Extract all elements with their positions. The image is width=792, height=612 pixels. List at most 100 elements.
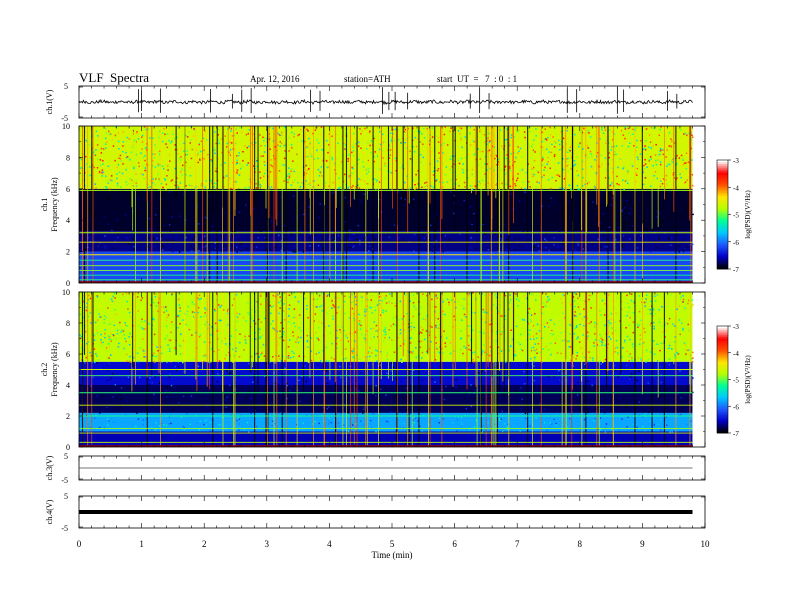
ch2-spectrogram-speckle — [536, 337, 538, 339]
ch2-spectrogram-speckle — [437, 327, 440, 329]
ch1-spectrogram-speckle — [637, 247, 639, 249]
ch1-spectrogram-speckle — [578, 188, 580, 191]
ch2-spectrogram-speckle — [79, 334, 81, 336]
ch1-spectrogram-speckle — [161, 140, 164, 143]
ch2-spectrogram-speckle — [604, 358, 607, 361]
ch1-spectrogram-speckle — [583, 154, 586, 156]
ch2-spectrogram-speckle — [629, 298, 632, 300]
ch1-spectrogram-speckle — [582, 176, 584, 179]
ch2-spectrogram-speckle — [368, 351, 370, 353]
ch1-spectrogram-speckle — [599, 138, 601, 140]
ch1-spectrogram-speckle — [325, 229, 328, 231]
ch1-spectrogram-speckle — [154, 166, 156, 169]
ch1-spectrogram-speckle — [260, 155, 262, 158]
ch2-spectrogram-speckle — [294, 325, 296, 328]
ch1-spectrogram-speckle — [246, 164, 248, 166]
ch1-spectrogram-speckle — [104, 215, 107, 218]
ch2-spectrogram-speckle — [690, 357, 693, 360]
ch1-spectrogram-speckle — [286, 175, 288, 177]
ch1-spectrogram-colorbar-cell — [717, 225, 728, 228]
ch2-spectrogram-speckle — [287, 321, 290, 323]
ch2-spectrogram-speckle — [165, 325, 168, 328]
ch2-spectrogram-speckle — [415, 371, 417, 373]
ch1-spectrogram-speckle — [278, 170, 281, 172]
ch2-spectrogram-speckle — [216, 338, 219, 340]
ch1-spectrogram-speckle — [385, 132, 388, 135]
ch1-spectrogram-speckle — [576, 156, 578, 158]
ch1-spectrogram-speckle — [538, 182, 540, 184]
ch1-spectrogram-speckle — [382, 157, 384, 159]
ch2-spectrogram-speckle — [208, 327, 210, 330]
ch1-spectrogram-speckle — [589, 150, 592, 153]
ch1-spectrogram-speckle — [544, 238, 546, 240]
ch2-spectrogram-speckle — [261, 352, 263, 354]
ch2-spectrogram-speckle — [185, 361, 187, 364]
ch1-spectrogram-speckle — [299, 177, 301, 179]
ch2-spectrogram-speckle — [567, 426, 569, 429]
ch1-spectrogram-speckle — [540, 248, 542, 250]
ch1-spectrogram-speckle — [482, 142, 485, 145]
ch1-spectrogram-speckle — [415, 161, 418, 163]
ch1-spectrogram-speckle — [147, 128, 149, 130]
ch2-spectrogram-speckle — [374, 309, 376, 312]
ch1-spectrogram-speckle — [529, 126, 531, 128]
ch1-spectrogram-speckle — [219, 228, 221, 231]
ch1-spectrogram-speckle — [626, 172, 629, 174]
ch1-spectrogram-speckle — [93, 166, 95, 169]
ch1-spectrogram-speckle — [236, 169, 239, 171]
ch1-spectrogram-speckle — [614, 127, 617, 130]
ch2-spectrogram-speckle — [395, 328, 397, 331]
ch2-spectrogram-speckle — [324, 331, 327, 334]
ch2-spectrogram-speckle — [506, 426, 508, 429]
ch2-spectrogram-speckle — [128, 311, 131, 314]
ch1-spectrogram-speckle — [93, 173, 95, 175]
ch2-spectrogram-speckle — [463, 307, 465, 310]
ch1-spectrogram-speckle — [473, 149, 476, 151]
ch1-spectrogram-speckle — [511, 156, 513, 158]
ch2-spectrogram-speckle — [661, 306, 663, 308]
ch1-spectrogram-speckle — [603, 234, 605, 237]
ch2-spectrogram-speckle — [366, 308, 368, 311]
ch1-spectrogram-speckle — [157, 173, 159, 176]
ch2-spectrogram-speckle — [84, 362, 86, 364]
ch2-spectrogram-speckle — [332, 325, 335, 328]
ch1-spectrogram-speckle — [184, 135, 187, 137]
ch1-spectrogram-speckle — [347, 158, 349, 160]
ch1-spectrogram-speckle — [419, 141, 421, 143]
ch2-spectrogram-speckle — [135, 319, 138, 322]
ch1-spectrogram-speckle — [81, 158, 83, 160]
ch1-spectrogram-speckle — [462, 171, 465, 174]
ch1-spectrogram-speckle — [465, 156, 467, 159]
ch1-spectrogram-speckle — [166, 175, 168, 177]
ch1-spectrogram-speckle — [163, 128, 166, 130]
ch2-spectrogram-speckle — [630, 351, 632, 353]
ch2-spectrogram-speckle — [370, 299, 372, 301]
ch2-spectrogram-speckle — [428, 331, 431, 334]
ch1-spectrogram-speckle — [562, 158, 564, 160]
ch1-spectrogram-speckle — [441, 186, 444, 188]
ch2-spectrogram-band — [79, 431, 693, 447]
ch1-spectrogram-speckle — [604, 154, 606, 156]
ch2-spectrogram-speckle — [643, 335, 646, 338]
ch2-spectrogram-speckle — [688, 329, 690, 332]
ch2-spectrogram-speckle — [536, 352, 538, 354]
ch2-spectrogram-speckle — [590, 321, 592, 323]
ch1-spectrogram-speckle — [89, 247, 91, 249]
ch2-spectrogram-speckle — [529, 354, 532, 357]
ch2-spectrogram-speckle — [482, 311, 484, 313]
ch1-spectrogram-speckle — [199, 243, 201, 246]
ch2-spectrogram-speckle — [422, 293, 424, 295]
ch2-spectrogram-speckle — [279, 332, 281, 335]
ch2-spectrogram-speckle — [304, 346, 307, 348]
ch2-spectrogram-speckle — [200, 314, 202, 316]
ch1-spectrogram-speckle — [160, 221, 162, 223]
ch1-spectrogram-speckle — [280, 196, 282, 198]
ch2-spectrogram-speckle — [211, 347, 213, 350]
ch1-spectrogram-speckle — [255, 183, 257, 185]
ch1-spectrogram-speckle — [125, 140, 127, 142]
ch2-spectrogram-speckle — [600, 340, 603, 343]
ch2-spectrogram-speckle — [88, 294, 90, 297]
ch2-spectrogram-speckle — [658, 321, 661, 324]
ch1-spectrogram-speckle — [406, 175, 408, 177]
ch2-spectrogram-speckle — [87, 299, 89, 301]
